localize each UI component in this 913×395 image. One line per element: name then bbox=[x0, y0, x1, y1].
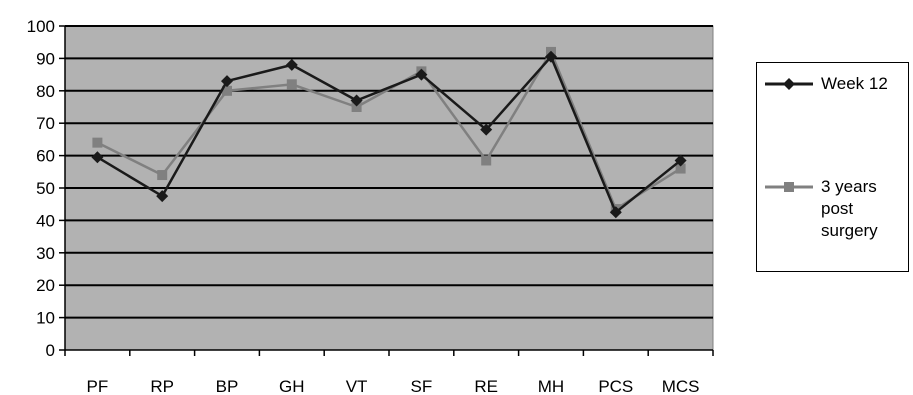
y-tick-label: 90 bbox=[36, 49, 55, 68]
series-line-week-12 bbox=[96, 55, 682, 214]
y-axis-ticks: 0 10 20 30 40 50 60 70 80 90 100 bbox=[27, 17, 65, 360]
data-point-week-12 bbox=[350, 94, 363, 107]
data-point-3-years bbox=[92, 137, 103, 148]
data-point-3-years bbox=[157, 170, 168, 181]
x-tick-label: VT bbox=[346, 377, 368, 395]
y-tick-label: 20 bbox=[36, 276, 55, 295]
legend-label-3-years: 3 years post surgery bbox=[821, 177, 878, 240]
legend-label-week-12: Week 12 bbox=[821, 74, 888, 93]
legend-marker-3-years bbox=[765, 182, 813, 192]
data-point-week-12 bbox=[415, 68, 428, 81]
x-tick-label: MH bbox=[538, 377, 564, 395]
x-tick-label: RE bbox=[474, 377, 498, 395]
data-point-week-12 bbox=[545, 50, 557, 63]
data-point-3-years bbox=[286, 79, 297, 90]
y-tick-label: 30 bbox=[36, 244, 55, 263]
y-tick-label: 40 bbox=[36, 211, 55, 230]
data-point-week-12 bbox=[674, 154, 687, 167]
x-tick-label: PF bbox=[87, 377, 109, 395]
data-point-3-years bbox=[481, 155, 492, 166]
y-tick-label: 0 bbox=[46, 341, 55, 360]
data-point-week-12 bbox=[91, 151, 104, 164]
y-tick-label: 70 bbox=[36, 114, 55, 133]
gridlines bbox=[65, 25, 713, 319]
y-tick-label: 100 bbox=[27, 17, 55, 36]
data-point-3-years bbox=[675, 163, 686, 174]
legend-marker-week-12 bbox=[765, 78, 813, 90]
x-tick-label: GH bbox=[279, 377, 305, 395]
x-axis-ticks: PF RP BP GH VT SF RE MH PCS MCS bbox=[64, 350, 714, 395]
series-group bbox=[91, 46, 687, 219]
series-line-3-years bbox=[96, 50, 682, 211]
x-tick-label: MCS bbox=[662, 377, 700, 395]
data-point-3-years bbox=[351, 102, 362, 112]
data-point-week-12 bbox=[480, 123, 493, 136]
y-tick-label: 10 bbox=[36, 309, 55, 328]
x-tick-label: PCS bbox=[598, 377, 633, 395]
legend: Week 12 3 years post surgery bbox=[756, 62, 909, 272]
data-point-week-12 bbox=[221, 75, 233, 88]
y-tick-label: 60 bbox=[36, 147, 55, 166]
y-tick-label: 80 bbox=[36, 82, 55, 101]
data-point-3-years bbox=[222, 85, 232, 96]
x-tick-label: BP bbox=[216, 377, 239, 395]
x-tick-label: SF bbox=[411, 377, 433, 395]
y-tick-label: 50 bbox=[36, 179, 55, 198]
data-point-week-12 bbox=[285, 58, 298, 71]
data-point-week-12 bbox=[156, 190, 169, 203]
x-tick-label: RP bbox=[150, 377, 174, 395]
data-point-week-12 bbox=[609, 206, 622, 219]
